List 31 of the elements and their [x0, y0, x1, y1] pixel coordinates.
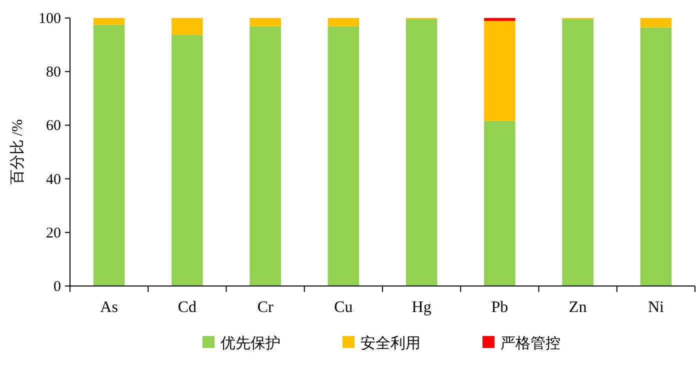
- legend-label: 严格管控: [500, 335, 560, 352]
- x-tick-label: Hg: [412, 299, 432, 316]
- x-tick-label: Ni: [648, 299, 664, 316]
- bar: [93, 18, 125, 25]
- y-tick-label: 60: [46, 118, 61, 134]
- bar: [172, 18, 203, 35]
- legend-label: 优先保护: [220, 335, 280, 352]
- bar: [328, 18, 360, 26]
- x-tick-label: Zn: [568, 299, 587, 316]
- bar: [328, 26, 360, 286]
- y-tick-label: 0: [54, 279, 61, 295]
- bar: [250, 18, 281, 26]
- y-tick-label: 80: [46, 64, 61, 81]
- bar: [250, 26, 281, 286]
- x-tick-label: Cd: [178, 299, 197, 316]
- bar: [484, 120, 516, 286]
- bar: [172, 34, 203, 286]
- x-tick-label: Pb: [491, 299, 508, 316]
- x-tick-label: Cr: [257, 299, 274, 316]
- y-tick-label: 100: [38, 11, 61, 27]
- bar: [406, 19, 438, 286]
- y-tick-label: 20: [46, 225, 61, 242]
- bar: [562, 19, 594, 286]
- y-axis-title: 百分比 /%: [9, 119, 26, 185]
- bar: [640, 18, 672, 28]
- bar: [640, 27, 672, 286]
- bar: [93, 24, 125, 286]
- x-tick-label: Cu: [334, 299, 353, 316]
- y-tick-label: 40: [46, 172, 61, 188]
- x-tick-label: As: [100, 299, 118, 316]
- legend-label: 安全利用: [360, 335, 420, 352]
